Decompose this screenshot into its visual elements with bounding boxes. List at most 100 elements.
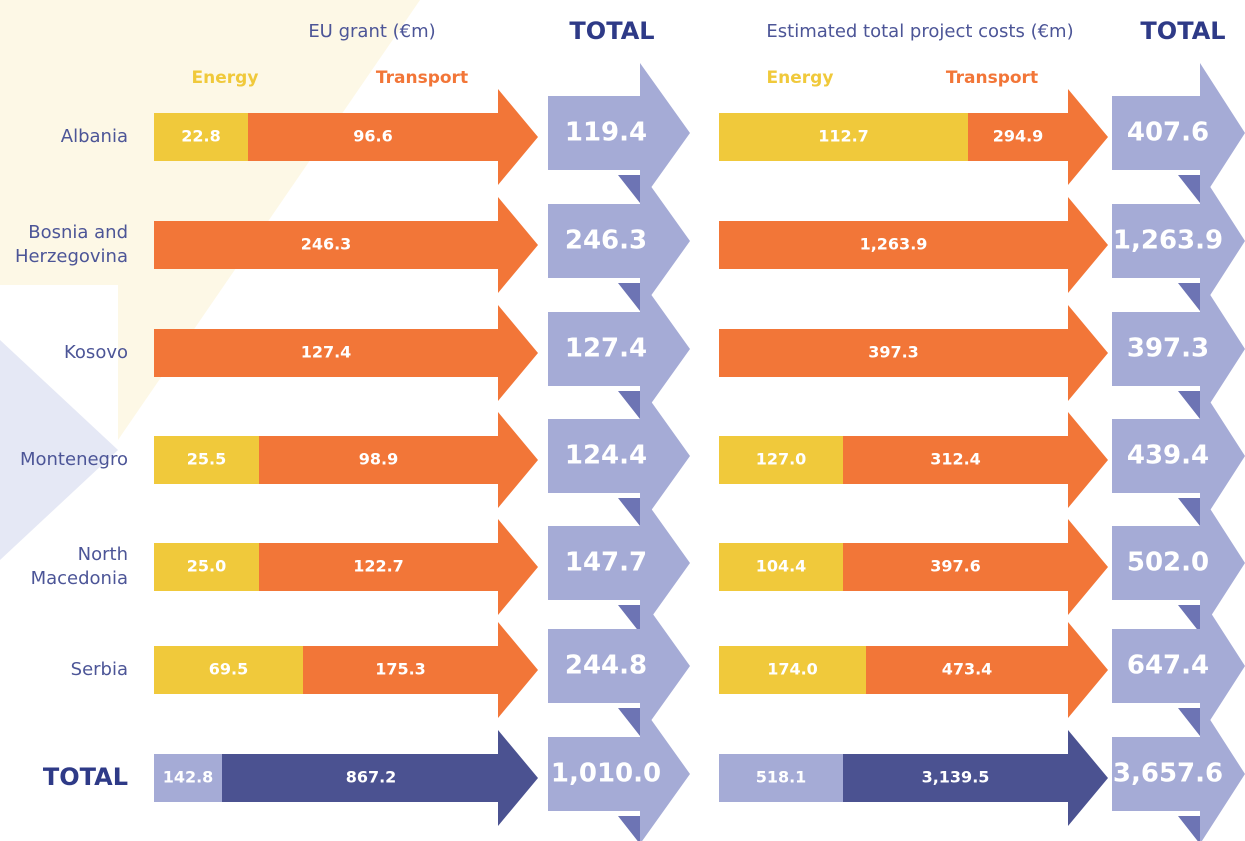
transport-value: 312.4 — [930, 450, 981, 469]
connector — [1178, 605, 1200, 633]
energy-value: 518.1 — [756, 768, 807, 787]
transport-value: 473.4 — [942, 660, 993, 679]
total-value: 397.3 — [1127, 334, 1209, 364]
total-value: 147.7 — [565, 548, 647, 578]
total-arrow — [1112, 704, 1245, 841]
connector — [618, 498, 640, 526]
connector — [618, 708, 640, 736]
total-value: 502.0 — [1127, 548, 1209, 578]
energy-bar — [719, 646, 866, 694]
right-total-heading: TOTAL — [1140, 17, 1225, 45]
connector — [1178, 175, 1200, 203]
connector — [1178, 816, 1200, 841]
total-value: 244.8 — [565, 651, 647, 681]
left-total-heading: TOTAL — [569, 17, 654, 45]
total-arrow — [1112, 63, 1245, 203]
total-value: 127.4 — [565, 334, 647, 364]
energy-bar — [154, 754, 222, 802]
total-arrow — [1112, 596, 1245, 736]
country-label: Serbia — [71, 659, 128, 680]
total-arrow — [548, 704, 690, 841]
total-arrow — [548, 279, 690, 419]
total-value: 407.6 — [1127, 118, 1209, 148]
transport-value: 122.7 — [353, 557, 404, 576]
connector — [1178, 498, 1200, 526]
total-arrow — [1112, 493, 1245, 633]
country-label: Bosnia and — [28, 222, 128, 243]
transport-value: 3,139.5 — [922, 768, 990, 787]
total-value: 1,263.9 — [1113, 226, 1223, 256]
legend-transport: Transport — [946, 68, 1038, 88]
legend-energy: Energy — [192, 68, 259, 88]
energy-value: 25.5 — [187, 450, 226, 469]
energy-value: 112.7 — [818, 127, 869, 146]
total-value: 439.4 — [1127, 441, 1209, 471]
total-arrow — [548, 596, 690, 736]
energy-value: 174.0 — [767, 660, 818, 679]
connector — [1178, 708, 1200, 736]
energy-bar — [719, 113, 968, 161]
connector — [618, 816, 640, 841]
connector — [1178, 283, 1200, 311]
energy-bar — [154, 436, 259, 484]
country-label: Macedonia — [31, 568, 128, 589]
connector — [618, 283, 640, 311]
connector — [618, 175, 640, 203]
bg-shape — [0, 340, 118, 560]
energy-bar — [719, 754, 843, 802]
energy-value: 104.4 — [756, 557, 807, 576]
total-arrow — [548, 493, 690, 633]
transport-value: 397.3 — [868, 343, 919, 362]
energy-bar — [154, 543, 259, 591]
bg-shape — [0, 0, 420, 440]
total-value: 124.4 — [565, 441, 647, 471]
total-arrow — [1112, 386, 1245, 526]
left-title: EU grant (€m) — [308, 21, 435, 42]
transport-value: 867.2 — [346, 768, 397, 787]
connector — [1178, 391, 1200, 419]
country-label: Kosovo — [64, 342, 128, 363]
transport-value: 294.9 — [993, 127, 1044, 146]
total-value: 1,010.0 — [551, 759, 661, 789]
energy-value: 142.8 — [163, 768, 214, 787]
total-label: TOTAL — [43, 763, 128, 791]
connector — [618, 605, 640, 633]
transport-bar — [154, 730, 538, 826]
transport-value: 175.3 — [375, 660, 426, 679]
total-value: 246.3 — [565, 226, 647, 256]
energy-bar — [154, 646, 303, 694]
energy-bar — [154, 113, 248, 161]
transport-value: 96.6 — [353, 127, 392, 146]
transport-value: 1,263.9 — [860, 235, 928, 254]
transport-bar — [154, 197, 538, 293]
transport-value: 397.6 — [930, 557, 981, 576]
transport-bar — [719, 305, 1108, 401]
legend-energy: Energy — [767, 68, 834, 88]
country-label: Albania — [61, 126, 128, 147]
country-label: Montenegro — [20, 449, 128, 470]
connector — [618, 391, 640, 419]
total-value: 3,657.6 — [1113, 759, 1223, 789]
country-label: North — [78, 544, 128, 565]
energy-value: 69.5 — [209, 660, 248, 679]
right-title: Estimated total project costs (€m) — [766, 21, 1073, 42]
transport-bar — [154, 89, 538, 185]
energy-value: 25.0 — [187, 557, 226, 576]
total-arrow — [1112, 171, 1245, 311]
energy-bar — [719, 436, 843, 484]
total-value: 647.4 — [1127, 651, 1209, 681]
total-arrow — [548, 171, 690, 311]
legend-transport: Transport — [376, 68, 468, 88]
total-arrow — [1112, 279, 1245, 419]
transport-value: 98.9 — [359, 450, 398, 469]
energy-value: 127.0 — [756, 450, 807, 469]
transport-value: 246.3 — [301, 235, 352, 254]
transport-bar — [154, 305, 538, 401]
energy-value: 22.8 — [181, 127, 220, 146]
energy-bar — [719, 543, 843, 591]
transport-value: 127.4 — [301, 343, 352, 362]
total-arrow — [548, 63, 690, 203]
total-arrow — [548, 386, 690, 526]
total-value: 119.4 — [565, 118, 647, 148]
